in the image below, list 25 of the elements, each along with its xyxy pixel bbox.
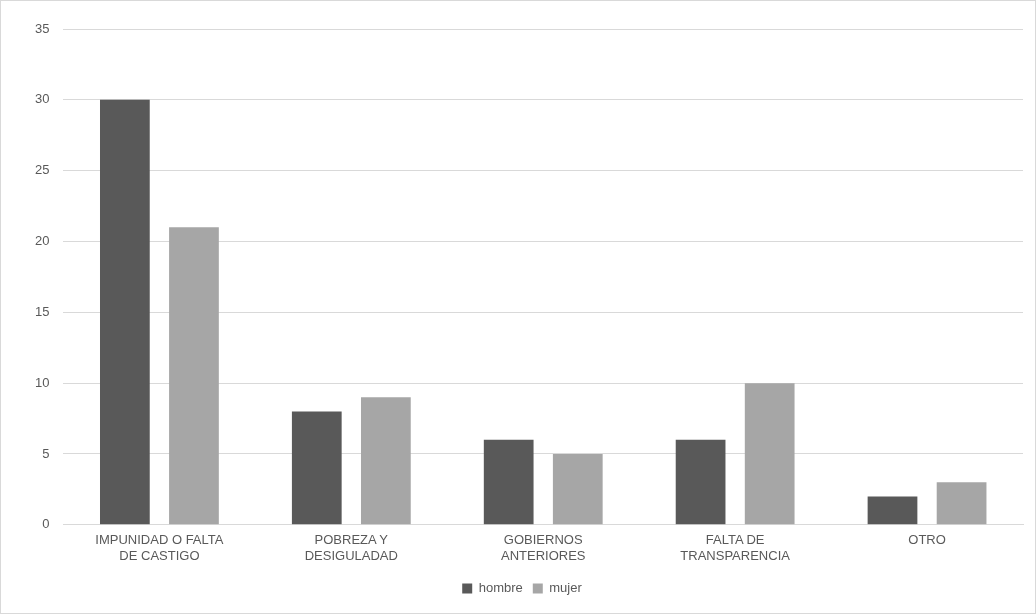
y-tick-label: 0	[42, 516, 50, 532]
legend-label: mujer	[549, 580, 583, 596]
x-tick-label: IMPUNIDAD O FALTA DE CASTIGO	[95, 532, 224, 563]
bar	[483, 439, 534, 525]
y-tick-label: 10	[34, 374, 50, 390]
bar	[675, 439, 726, 525]
bar	[360, 397, 411, 525]
y-tick-label: 30	[34, 91, 50, 107]
bar	[867, 496, 918, 525]
x-tick-label: GOBIERNOS ANTERIORES	[500, 532, 586, 563]
x-tick-label: POBREZA Y DESIGULADAD	[304, 532, 398, 563]
bar	[291, 411, 342, 525]
y-tick-label: 25	[34, 162, 50, 178]
y-tick-label: 20	[34, 233, 50, 249]
bar	[552, 453, 603, 525]
bar	[936, 482, 987, 525]
legend-label: hombre	[478, 580, 523, 596]
bar	[100, 99, 150, 525]
x-tick-label: FALTA DE TRANSPARENCIA	[680, 532, 791, 563]
y-tick-label: 35	[34, 20, 50, 36]
bar	[169, 227, 219, 525]
y-tick-label: 5	[42, 445, 50, 461]
bar	[744, 383, 795, 525]
y-tick-label: 15	[34, 303, 50, 319]
x-tick-label: OTRO	[908, 532, 946, 548]
